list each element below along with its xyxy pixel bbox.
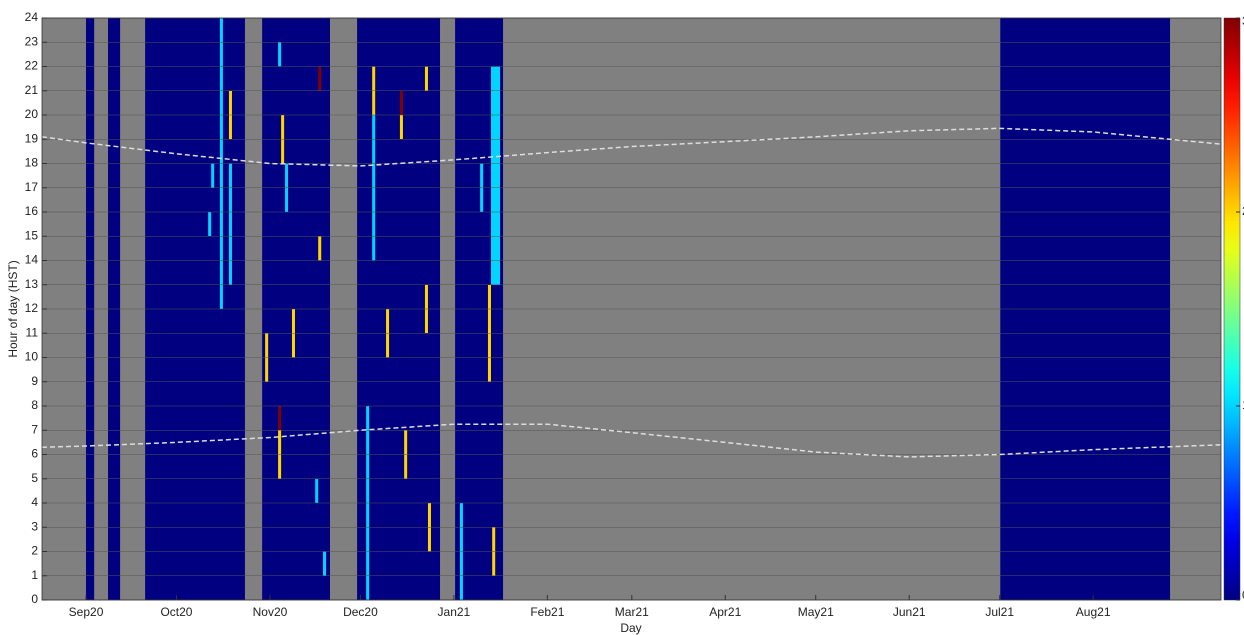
x-tick-label: Sep20 xyxy=(69,605,104,619)
y-tick-label: 16 xyxy=(25,204,39,218)
y-tick-label: 21 xyxy=(25,83,39,97)
x-axis-label: Day xyxy=(620,621,641,635)
heat-cell xyxy=(399,115,403,140)
y-tick-label: 0 xyxy=(31,592,38,606)
colorbar-tick-label: 3 xyxy=(1242,14,1244,28)
heat-cell xyxy=(278,42,282,67)
colorbar xyxy=(1223,17,1241,601)
x-tick-label: Aug21 xyxy=(1076,605,1111,619)
axes: 0123456789101112131415161718192021222324… xyxy=(25,10,1244,619)
colorbar-tick-label: 2 xyxy=(1242,204,1244,218)
lines xyxy=(41,127,1222,458)
y-tick-label: 18 xyxy=(25,156,39,170)
y-tick-label: 22 xyxy=(25,59,39,73)
y-tick-label: 5 xyxy=(31,471,38,485)
heat-cell xyxy=(318,236,322,261)
heat-cell xyxy=(323,551,327,576)
y-tick-label: 20 xyxy=(25,107,39,121)
y-tick-label: 2 xyxy=(31,544,38,558)
y-tick-label: 7 xyxy=(31,422,38,436)
x-tick-label: Apr21 xyxy=(709,605,741,619)
y-tick-label: 11 xyxy=(26,325,39,339)
dashed-line xyxy=(41,127,1222,167)
heat-cell xyxy=(399,90,403,115)
heat-cell xyxy=(211,163,215,188)
x-tick-label: Mar21 xyxy=(615,605,649,619)
x-tick-label: Jun21 xyxy=(893,605,926,619)
y-tick-label: 17 xyxy=(25,180,39,194)
y-tick-label: 23 xyxy=(25,34,39,48)
heat-cell xyxy=(490,66,501,285)
heat-cell xyxy=(278,406,282,431)
x-tick-label: Feb21 xyxy=(530,605,564,619)
y-tick-label: 1 xyxy=(31,568,38,582)
y-tick-label: 4 xyxy=(31,495,38,509)
x-tick-label: May21 xyxy=(798,605,834,619)
y-tick-label: 6 xyxy=(31,447,38,461)
heat-cell xyxy=(208,212,212,237)
y-axis-label: Hour of day (HST) xyxy=(6,260,20,357)
y-tick-label: 24 xyxy=(25,10,39,24)
x-tick-label: Nov20 xyxy=(253,605,288,619)
x-tick-label: Oct20 xyxy=(160,605,192,619)
y-tick-label: 8 xyxy=(31,398,38,412)
colorbar-tick-label: 1 xyxy=(1242,398,1244,412)
y-tick-label: 14 xyxy=(25,253,39,267)
heat-cell xyxy=(424,66,428,91)
heat-cell xyxy=(318,66,322,91)
y-tick-label: 9 xyxy=(31,374,38,388)
dashed-line xyxy=(41,423,1222,458)
y-tick-label: 10 xyxy=(25,350,39,364)
y-tick-label: 3 xyxy=(31,519,38,533)
y-tick-label: 13 xyxy=(25,277,39,291)
y-tick-label: 19 xyxy=(25,131,39,145)
y-tick-label: 12 xyxy=(25,301,39,315)
heat-cell xyxy=(315,478,319,503)
x-tick-label: Dec20 xyxy=(343,605,378,619)
heat-cell xyxy=(228,163,232,285)
y-tick-label: 15 xyxy=(25,228,39,242)
x-tick-label: Jul21 xyxy=(985,605,1014,619)
x-tick-label: Jan21 xyxy=(438,605,471,619)
colorbar-tick-label: 0 xyxy=(1242,588,1244,602)
